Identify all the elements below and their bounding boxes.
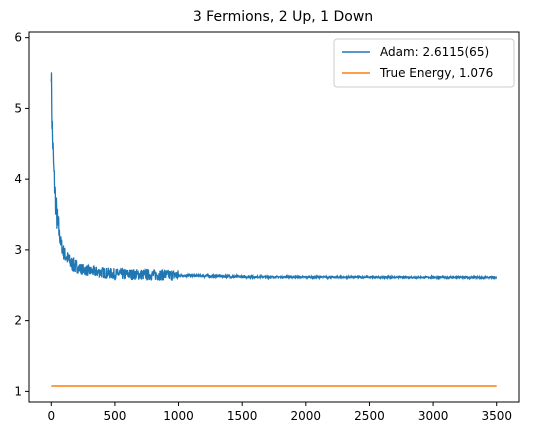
- x-tick-label: 2500: [354, 409, 385, 423]
- ticks: 0 500 1000 1500 2000 2500 3000 3500 1 2 3 4 5 6: [14, 31, 512, 423]
- series-adam-line: [50, 72, 498, 281]
- x-tick-label: 1500: [227, 409, 258, 423]
- x-tick-label: 0: [47, 409, 55, 423]
- series-layer: [50, 72, 498, 387]
- x-tick-label: 3000: [418, 409, 449, 423]
- y-tick-label: 4: [14, 172, 22, 186]
- x-tick-label: 1000: [163, 409, 194, 423]
- y-tick-label: 5: [14, 101, 22, 115]
- y-tick-label: 2: [14, 314, 22, 328]
- chart-title: 3 Fermions, 2 Up, 1 Down: [193, 9, 373, 25]
- y-tick-label: 6: [14, 31, 22, 45]
- x-tick-label: 3500: [481, 409, 512, 423]
- legend-label-true-energy: True Energy, 1.076: [379, 66, 493, 80]
- legend: Adam: 2.6115(65) True Energy, 1.076: [333, 38, 515, 88]
- x-tick-label: 500: [103, 409, 126, 423]
- legend-label-adam: Adam: 2.6115(65): [380, 45, 489, 59]
- y-tick-label: 1: [14, 384, 22, 398]
- plot-frame: [28, 31, 520, 403]
- y-tick-label: 3: [14, 243, 22, 257]
- x-tick-label: 2000: [291, 409, 322, 423]
- legend-box: [333, 38, 515, 88]
